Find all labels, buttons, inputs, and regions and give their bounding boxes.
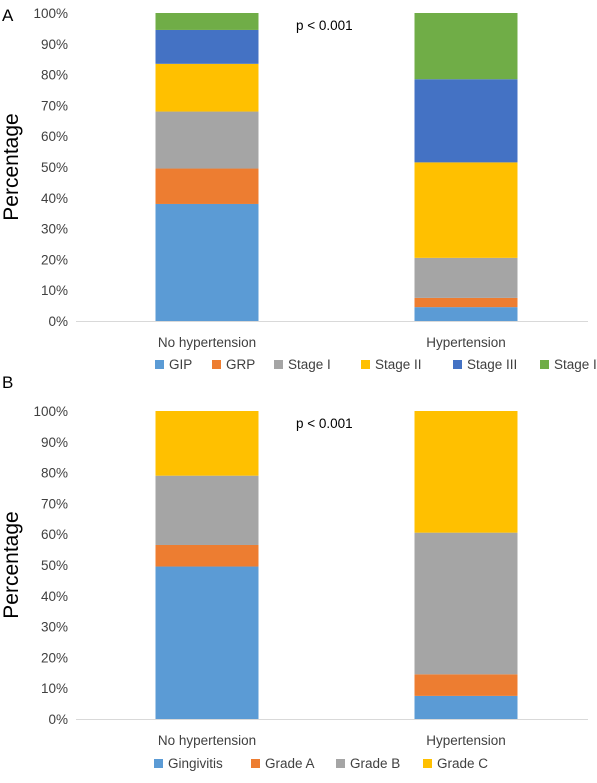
- p-value-annotation: p < 0.001: [296, 416, 353, 431]
- legend-item: Stage IV: [540, 357, 597, 372]
- y-tick-label: 70%: [41, 98, 68, 113]
- legend-item: GIP: [155, 357, 192, 372]
- legend-swatch: [423, 759, 432, 768]
- legend-item: Stage I: [274, 357, 331, 372]
- y-tick-label: 100%: [33, 404, 68, 419]
- bar-segment-grp: [414, 297, 518, 308]
- legend-item: Gingivitis: [154, 756, 223, 771]
- y-tick-label: 10%: [41, 681, 68, 696]
- legend-swatch: [540, 360, 549, 369]
- bar-segment-grade-c: [414, 411, 518, 533]
- y-tick-label: 0%: [48, 314, 68, 329]
- legend-label: Stage IV: [554, 357, 597, 372]
- legend-swatch: [212, 360, 221, 369]
- legend-label: GIP: [169, 357, 192, 372]
- bars: [155, 13, 518, 321]
- legend-item: Grade B: [336, 756, 400, 771]
- bar-segment-grade-a: [155, 544, 259, 567]
- bar-segment-grade-b: [155, 475, 259, 545]
- bar-segment-gingivitis: [155, 566, 259, 719]
- legend-item: Grade A: [251, 756, 315, 771]
- legend-swatch: [251, 759, 260, 768]
- legend-label: GRP: [226, 357, 255, 372]
- bar-segment-gip: [155, 203, 259, 321]
- panel-label: B: [2, 373, 13, 392]
- legend-label: Grade C: [437, 756, 488, 771]
- y-tick-label: 90%: [41, 37, 68, 52]
- category-label: No hypertension: [158, 733, 256, 748]
- category-labels: No hypertension Hypertension: [158, 335, 506, 350]
- legend-label: Grade A: [265, 756, 315, 771]
- y-tick-label: 50%: [41, 558, 68, 573]
- bar-segment-grade-b: [414, 532, 518, 675]
- legend-item: Stage II: [361, 357, 422, 372]
- y-tick-label: 20%: [41, 252, 68, 267]
- bar-segment-grade-c: [155, 411, 259, 476]
- y-tick-labels: 0% 10% 20% 30% 40% 50% 60% 70% 80% 90% 100%: [33, 404, 68, 727]
- y-tick-labels: 0% 10% 20% 30% 40% 50% 60% 70% 80% 90% 100%: [33, 6, 68, 329]
- legend-swatch: [154, 759, 163, 768]
- y-tick-label: 80%: [41, 68, 68, 83]
- y-tick-label: 40%: [41, 191, 68, 206]
- panel-b: B Percentage 0% 10% 20% 30% 40% 50% 60% 70% 80% 9…: [0, 373, 588, 771]
- bar-segment-stage-iv: [414, 13, 518, 80]
- panel-a: A Percentage 0% 10% 20% 30% 40% 50% 60% 70% 80% 9…: [0, 6, 597, 372]
- y-tick-label: 100%: [33, 6, 68, 21]
- bars: [155, 411, 518, 719]
- category-label: Hypertension: [426, 335, 506, 350]
- y-tick-label: 30%: [41, 222, 68, 237]
- legend-item: Stage III: [453, 357, 517, 372]
- y-tick-label: 90%: [41, 435, 68, 450]
- bar-segment-stage-i: [155, 111, 259, 169]
- legend-swatch: [453, 360, 462, 369]
- legend-label: Gingivitis: [168, 756, 223, 771]
- legend-item: GRP: [212, 357, 255, 372]
- bar-segment-stage-iii: [155, 29, 259, 64]
- category-label: No hypertension: [158, 335, 256, 350]
- y-tick-label: 40%: [41, 589, 68, 604]
- y-tick-label: 0%: [48, 712, 68, 727]
- y-tick-label: 30%: [41, 620, 68, 635]
- bar-segment-grade-a: [414, 674, 518, 696]
- legend-item: Grade C: [423, 756, 488, 771]
- legend: Gingivitis Grade A Grade B Grade C: [154, 756, 488, 771]
- y-tick-label: 70%: [41, 496, 68, 511]
- category-labels: No hypertension Hypertension: [158, 733, 506, 748]
- legend-swatch: [361, 360, 370, 369]
- y-axis-label: Percentage: [0, 113, 23, 220]
- y-axis-label: Percentage: [0, 511, 23, 618]
- legend: GIP GRP Stage I Stage II Stage III Stage IV: [155, 357, 597, 372]
- bar-segment-stage-i: [414, 257, 518, 298]
- legend-swatch: [336, 759, 345, 768]
- legend-label: Stage III: [467, 357, 517, 372]
- y-tick-label: 80%: [41, 466, 68, 481]
- legend-swatch: [274, 360, 283, 369]
- bar-segment-stage-iii: [414, 79, 518, 163]
- panel-label: A: [2, 6, 14, 25]
- legend-label: Stage II: [375, 357, 422, 372]
- bar-segment-stage-ii: [414, 162, 518, 258]
- legend-swatch: [155, 360, 164, 369]
- y-tick-label: 60%: [41, 129, 68, 144]
- category-label: Hypertension: [426, 733, 506, 748]
- bar-segment-gip: [414, 307, 518, 321]
- y-tick-label: 60%: [41, 527, 68, 542]
- legend-label: Grade B: [350, 756, 400, 771]
- bar-segment-stage-ii: [155, 63, 259, 112]
- y-tick-label: 10%: [41, 283, 68, 298]
- p-value-annotation: p < 0.001: [296, 18, 353, 33]
- y-tick-label: 50%: [41, 160, 68, 175]
- bar-segment-stage-iv: [155, 13, 259, 30]
- y-tick-label: 20%: [41, 650, 68, 665]
- bar-segment-gingivitis: [414, 695, 518, 719]
- bar-segment-grp: [155, 168, 259, 204]
- legend-label: Stage I: [288, 357, 331, 372]
